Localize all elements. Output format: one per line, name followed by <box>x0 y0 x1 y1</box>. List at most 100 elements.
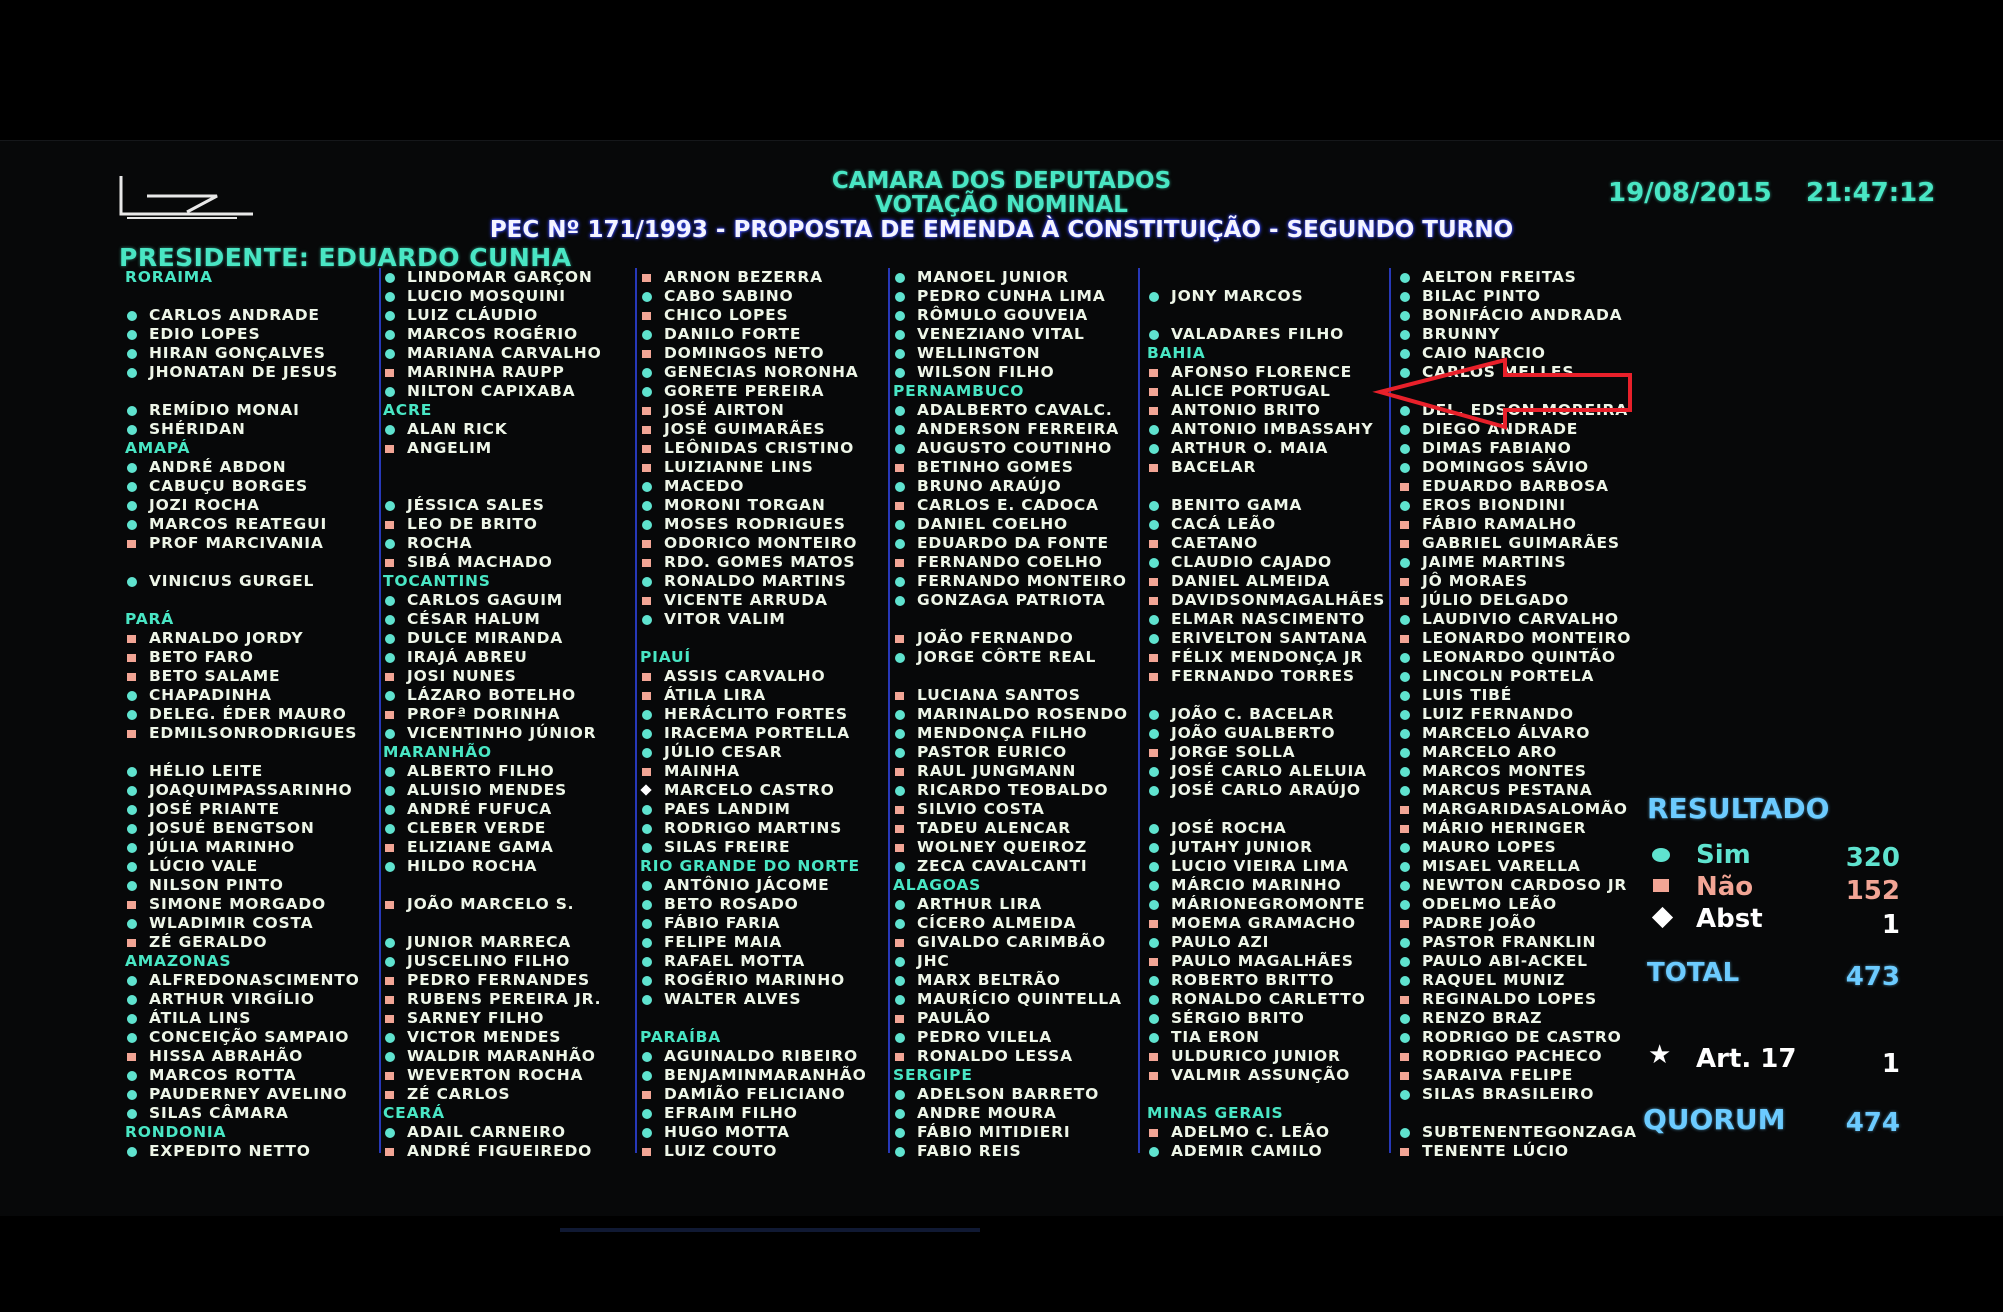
deputy-row: HÉLIO LEITE <box>125 762 375 781</box>
deputy-row: RONALDO CARLETTO <box>1147 990 1397 1009</box>
deputy-row: EDIO LOPES <box>125 325 375 344</box>
sim-vote-icon <box>1149 843 1159 853</box>
state-header: PARÁ <box>125 610 175 628</box>
deputy-name: EDIO LOPES <box>149 325 261 343</box>
deputy-name: JOSI NUNES <box>407 667 517 685</box>
sim-vote-icon <box>1149 900 1159 910</box>
deputy-row: IRACEMA PORTELLA <box>640 724 890 743</box>
sim-vote-icon <box>127 995 137 1005</box>
deputy-name: DOMINGOS NETO <box>664 344 825 362</box>
deputy-row: FERNANDO MONTEIRO <box>893 572 1143 591</box>
deputy-row: CARLOS ANDRADE <box>125 306 375 325</box>
sim-vote-icon <box>385 957 395 967</box>
deputy-name: ADAIL CARNEIRO <box>407 1123 566 1141</box>
deputy-row: AGUINALDO RIBEIRO <box>640 1047 890 1066</box>
sim-vote-icon <box>1400 368 1410 378</box>
deputy-row: BACELAR <box>1147 458 1397 477</box>
deputy-row: MAURO LOPES <box>1398 838 1648 857</box>
deputy-name: JOSÉ ROCHA <box>1171 819 1287 837</box>
nao-vote-icon <box>1400 1072 1409 1080</box>
deputy-row: NEWTON CARDOSO JR <box>1398 876 1648 895</box>
sim-vote-icon <box>385 311 395 321</box>
sim-vote-icon <box>895 653 905 663</box>
deputy-row: MARGARIDASALOMÃO <box>1398 800 1648 819</box>
deputy-name: RONALDO LESSA <box>917 1047 1073 1065</box>
deputy-row: GIVALDO CARIMBÃO <box>893 933 1143 952</box>
blank-row <box>1147 306 1397 325</box>
deputy-name: PASTOR EURICO <box>917 743 1068 761</box>
deputy-name: RONALDO CARLETTO <box>1171 990 1366 1008</box>
blank-row <box>640 1009 890 1028</box>
deputy-row: MARCELO ÁLVARO <box>1398 724 1648 743</box>
nao-vote-icon <box>127 730 136 738</box>
deputy-row: EDUARDO DA FONTE <box>893 534 1143 553</box>
deputy-row: ÁTILA LIRA <box>640 686 890 705</box>
deputy-name: ADEMIR CAMILO <box>1171 1142 1323 1160</box>
sim-vote-icon <box>895 957 905 967</box>
deputy-row: DANILO FORTE <box>640 325 890 344</box>
deputy-row: SUBTENENTEGONZAGA <box>1398 1123 1648 1142</box>
deputy-row: SÉRGIO BRITO <box>1147 1009 1397 1028</box>
sim-vote-icon <box>642 292 652 302</box>
deputy-name: CARLOS ANDRADE <box>149 306 320 324</box>
deputy-name: JORGE CÔRTE REAL <box>917 648 1097 666</box>
quorum-label: QUORUM <box>1643 1103 1786 1136</box>
deputy-row: ROBERTO BRITTO <box>1147 971 1397 990</box>
deputy-row: ANTONIO BRITO <box>1147 401 1397 420</box>
deputy-name: ÁTILA LINS <box>149 1009 252 1027</box>
quorum-count: 474 <box>1845 1108 1900 1138</box>
sim-vote-icon <box>127 577 137 587</box>
camara-logo-icon <box>119 176 253 219</box>
sim-vote-icon <box>1400 349 1410 359</box>
blank-row <box>640 629 890 648</box>
sim-vote-icon <box>642 729 652 739</box>
deputy-row: JOÃO FERNANDO <box>893 629 1143 648</box>
deputy-row: ALBERTO FILHO <box>383 762 633 781</box>
deputy-name: MARCOS ROGÉRIO <box>407 325 578 343</box>
deputy-row: LUCIANA SANTOS <box>893 686 1143 705</box>
deputy-name: JAIME MARTINS <box>1422 553 1567 571</box>
deputy-name: JOSÉ CARLO ALELUIA <box>1171 762 1367 780</box>
deputy-row: BONIFÁCIO ANDRADA <box>1398 306 1648 325</box>
vote-type: VOTAÇÃO NOMINAL <box>875 192 1128 218</box>
deputy-name: MARGARIDASALOMÃO <box>1422 800 1628 818</box>
deputy-name: SILVIO COSTA <box>917 800 1045 818</box>
deputy-name: ALICE PORTUGAL <box>1171 382 1331 400</box>
deputy-name: ASSIS CARVALHO <box>664 667 826 685</box>
deputy-row: AFONSO FLORENCE <box>1147 363 1397 382</box>
sim-vote-icon <box>1149 292 1159 302</box>
deputy-name: ERIVELTON SANTANA <box>1171 629 1368 647</box>
blank-row <box>1147 1085 1397 1104</box>
deputy-row: SARNEY FILHO <box>383 1009 633 1028</box>
nao-vote-icon <box>1149 388 1158 396</box>
deputy-row: BETO SALAME <box>125 667 375 686</box>
deputy-row: MARIANA CARVALHO <box>383 344 633 363</box>
sim-vote-icon <box>385 330 395 340</box>
blank-row <box>125 287 375 306</box>
nao-vote-icon <box>1653 879 1669 892</box>
nao-vote-icon <box>385 977 394 985</box>
sim-vote-icon <box>895 1090 905 1100</box>
deputy-row: JUTAHY JUNIOR <box>1147 838 1397 857</box>
deputy-name: REMÍDIO MONAI <box>149 401 300 419</box>
deputy-name: DELEG. ÉDER MAURO <box>149 705 347 723</box>
sim-vote-icon <box>127 1109 137 1119</box>
deputy-name: JOÃO MARCELO S. <box>407 895 575 913</box>
art17-label: Art. 17 <box>1696 1044 1797 1074</box>
sim-vote-icon <box>1400 615 1410 625</box>
deputy-row: PASTOR EURICO <box>893 743 1143 762</box>
nao-label: Não <box>1696 872 1754 902</box>
deputy-name: ULDURICO JUNIOR <box>1171 1047 1341 1065</box>
deputy-name: GORETE PEREIRA <box>664 382 825 400</box>
deputy-row: MOEMA GRAMACHO <box>1147 914 1397 933</box>
sim-vote-icon <box>895 748 905 758</box>
sim-label: Sim <box>1696 840 1751 870</box>
deputy-name: VALMIR ASSUNÇÃO <box>1171 1066 1351 1084</box>
deputy-name: NEWTON CARDOSO JR <box>1422 876 1628 894</box>
deputy-name: MARIANA CARVALHO <box>407 344 602 362</box>
deputy-name: BRUNO ARAÚJO <box>917 477 1062 495</box>
deputy-row: JHONATAN DE JESUS <box>125 363 375 382</box>
deputy-name: MOEMA GRAMACHO <box>1171 914 1356 932</box>
deputy-name: ANDRÉ FUFUCA <box>407 800 553 818</box>
deputy-row: MÁRCIO MARINHO <box>1147 876 1397 895</box>
